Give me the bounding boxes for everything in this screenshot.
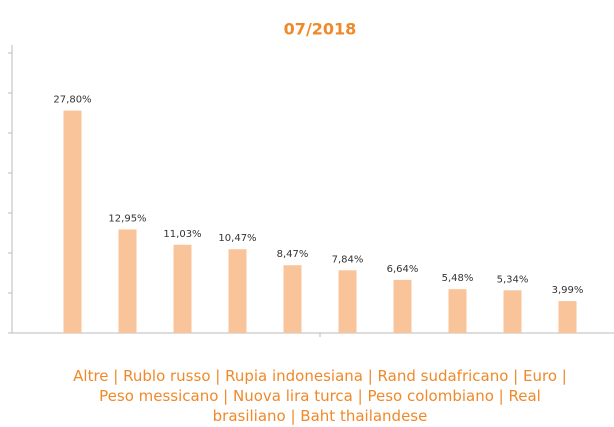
bar: [448, 289, 467, 333]
value-label: 3,99%: [552, 285, 584, 296]
chart-title: 07/2018: [284, 20, 357, 39]
bar: [338, 270, 357, 333]
value-label: 5,34%: [497, 274, 529, 285]
bar: [63, 110, 82, 333]
bar: [228, 249, 247, 333]
value-label: 10,47%: [218, 233, 256, 244]
value-label: 27,80%: [53, 95, 91, 106]
bar: [173, 244, 192, 333]
bar: [393, 279, 412, 333]
value-label: 6,64%: [387, 264, 419, 275]
bar: [118, 229, 137, 333]
caption: Altre | Rublo russo | Rupia indonesiana …: [73, 367, 567, 425]
chart: 07/2018 27,80% 12,95% 11,03% 10,47% 8,47% 7,8…: [8, 20, 614, 337]
value-label: 12,95%: [108, 213, 146, 224]
value-label: 11,03%: [163, 229, 201, 240]
value-label: 5,48%: [442, 273, 474, 284]
value-label: 8,47%: [277, 249, 309, 260]
bar: [503, 290, 522, 333]
bar: [558, 301, 577, 333]
bar: [283, 265, 302, 333]
value-label: 7,84%: [332, 254, 364, 265]
